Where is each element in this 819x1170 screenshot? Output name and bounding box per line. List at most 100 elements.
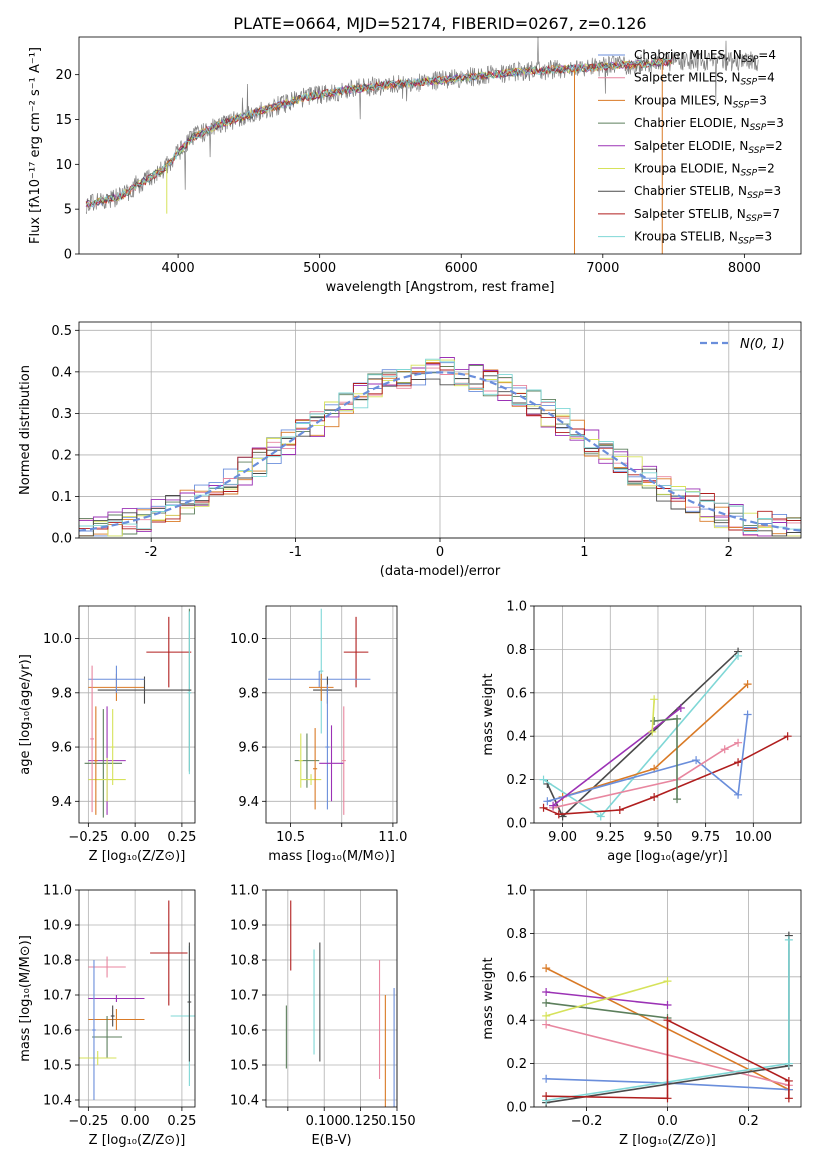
weight-point-marker bbox=[784, 935, 793, 944]
residuals-marks bbox=[79, 357, 801, 537]
mass-vs-Z-ytick-label: 10.4 bbox=[43, 1094, 72, 1109]
weight-point-marker bbox=[673, 714, 682, 723]
normal-reference-curve bbox=[79, 371, 801, 532]
weight-point-marker bbox=[539, 803, 548, 812]
figure-title: PLATE=0664, MJD=52174, FIBERID=0267, z=0… bbox=[233, 14, 646, 33]
weight-vs-Z-ytick-label: 0.2 bbox=[506, 1057, 527, 1072]
legend-label: Salpeter MILES, NSSP=4 bbox=[634, 71, 775, 88]
age-vs-Z-panel: −0.25 0.00 0.25 9.4 9.6 9.8 10.0 Z [log₁₀(Z/Z⊙)… bbox=[18, 605, 196, 864]
mass-vs-Z-xtick-label: 0.00 bbox=[121, 1114, 150, 1129]
weight-vs-age-panel: 9.00 9.25 9.50 9.75 10.00 0.0 0.2 0.4 0.6 0.8 1.0 a… bbox=[481, 600, 802, 864]
residuals-frame bbox=[78, 321, 802, 539]
weight-point-marker bbox=[596, 812, 605, 821]
spectrum-xlabel: wavelength [Angstrom, rest frame] bbox=[326, 280, 555, 295]
age-vs-Z-xtick-label: 0.00 bbox=[121, 830, 150, 845]
weight-point-marker bbox=[542, 1092, 551, 1101]
age-vs-mass-ytick-label: 9.4 bbox=[238, 795, 259, 810]
mass-vs-ebv-panel: 0.100 0.125 0.150 10.4 10.5 10.6 10.7 10.8 10.9 1… bbox=[230, 884, 416, 1149]
age-vs-mass-xtick-label: 10.5 bbox=[276, 830, 305, 845]
weight-series-line bbox=[546, 1002, 668, 1019]
weight-point-marker bbox=[692, 756, 701, 765]
weight-vs-Z-ytick-label: 0.4 bbox=[506, 1014, 527, 1029]
residuals-ytick-label: 0.3 bbox=[51, 407, 72, 422]
legend-label: Kroupa ELODIE, NSSP=2 bbox=[634, 162, 775, 179]
residuals-ytick-label: 0.5 bbox=[51, 324, 72, 339]
weight-series-line bbox=[552, 741, 739, 809]
residuals-ylabel: Normed distribution bbox=[18, 365, 33, 495]
weight-vs-age-ylabel: mass weight bbox=[481, 673, 496, 755]
mass-vs-ebv-ytick-label: 10.4 bbox=[230, 1094, 259, 1109]
age-vs-Z-ytick-label: 9.4 bbox=[51, 795, 72, 810]
weight-point-marker bbox=[543, 797, 552, 806]
legend-label: Chabrier STELIB, NSSP=3 bbox=[634, 184, 781, 201]
residuals-xtick-label: 1 bbox=[580, 545, 588, 560]
age-vs-mass-xlabel: mass [log₁₀(M/M⊙)] bbox=[268, 849, 395, 864]
weight-point-marker bbox=[720, 745, 729, 754]
weight-vs-age-marks bbox=[539, 647, 792, 821]
weight-vs-Z-xtick-label: 0.2 bbox=[738, 1114, 759, 1129]
weight-vs-Z-ylabel: mass weight bbox=[481, 957, 496, 1039]
residual-histogram bbox=[79, 375, 801, 537]
weight-point-marker bbox=[542, 1074, 551, 1083]
weight-vs-Z-marks bbox=[542, 931, 793, 1107]
mass-vs-Z-ytick-label: 10.8 bbox=[43, 954, 72, 969]
spectrum-ytick-label: 10 bbox=[55, 158, 72, 173]
weight-point-marker bbox=[734, 651, 743, 660]
weight-point-marker bbox=[539, 775, 548, 784]
weight-point-marker bbox=[650, 695, 659, 704]
weight-point-marker bbox=[549, 801, 558, 810]
age-vs-Z-xlabel: Z [log₁₀(Z/Z⊙)] bbox=[89, 849, 186, 864]
residuals-xtick-label: 0 bbox=[436, 545, 444, 560]
weight-vs-Z-frame bbox=[533, 889, 802, 1108]
age-vs-mass-ytick-label: 10.0 bbox=[230, 632, 259, 647]
residuals-xtick-label: -2 bbox=[145, 545, 158, 560]
spectrum-ytick-label: 0 bbox=[64, 248, 72, 263]
weight-point-marker bbox=[734, 790, 743, 799]
weight-point-marker bbox=[784, 1059, 793, 1068]
observed-spectrum bbox=[85, 37, 759, 214]
age-vs-mass-ytick-label: 9.8 bbox=[238, 686, 259, 701]
weight-vs-age-ytick-label: 0.2 bbox=[506, 773, 527, 788]
mass-vs-Z-ytick-label: 10.6 bbox=[43, 1024, 72, 1039]
weight-vs-Z-xtick-label: −0.2 bbox=[571, 1114, 603, 1129]
residuals-ytick-label: 0.2 bbox=[51, 448, 72, 463]
weight-vs-age-xlabel: age [log₁₀(age/yr)] bbox=[607, 849, 728, 864]
spectrum-ylabel: Flux [fλ10⁻¹⁷ erg cm⁻² s⁻¹ A⁻¹] bbox=[28, 47, 43, 244]
residual-histogram bbox=[79, 358, 801, 532]
weight-vs-age-frame bbox=[533, 605, 802, 824]
residual-histogram bbox=[79, 363, 801, 531]
residuals-ytick-label: 0.4 bbox=[51, 365, 72, 380]
model-spectrum-line bbox=[85, 59, 673, 208]
age-vs-Z-frame bbox=[78, 605, 196, 824]
weight-point-marker bbox=[542, 1011, 551, 1020]
spectrum-ytick-label: 5 bbox=[64, 203, 72, 218]
age-vs-Z-ytick-label: 10.0 bbox=[43, 632, 72, 647]
mass-vs-ebv-ytick-label: 10.8 bbox=[230, 954, 259, 969]
mass-vs-Z-ytick-label: 10.7 bbox=[43, 989, 72, 1004]
weight-point-marker bbox=[743, 710, 752, 719]
legend-label: Chabrier MILES, NSSP=4 bbox=[634, 48, 776, 65]
weight-vs-Z-ytick-label: 0.8 bbox=[506, 927, 527, 942]
weight-series-line bbox=[651, 699, 655, 732]
spectrum-ytick-label: 15 bbox=[55, 113, 72, 128]
weight-vs-Z-panel: −0.2 0.0 0.2 0.0 0.2 0.4 0.6 0.8 1.0 Z [log₁₀(Z/Z… bbox=[481, 884, 802, 1148]
mass-vs-Z-ytick-label: 10.9 bbox=[43, 919, 72, 934]
spectrum-xtick-label: 8000 bbox=[728, 261, 761, 276]
weight-point-marker bbox=[743, 680, 752, 689]
spectrum-xtick-label: 7000 bbox=[586, 261, 619, 276]
weight-point-marker bbox=[663, 1016, 672, 1025]
mass-vs-Z-xtick-label: −0.25 bbox=[68, 1114, 108, 1129]
weight-point-marker bbox=[542, 1020, 551, 1029]
spectrum-xtick-label: 5000 bbox=[303, 261, 336, 276]
weight-point-marker bbox=[663, 1094, 672, 1103]
mass-vs-ebv-frame bbox=[265, 889, 398, 1108]
weight-vs-age-xtick-label: 10.00 bbox=[735, 830, 772, 845]
mass-vs-ebv-xtick-label: 0.100 bbox=[306, 1114, 343, 1129]
legend-label: Kroupa STELIB, NSSP=3 bbox=[634, 230, 772, 247]
legend-label: Chabrier ELODIE, NSSP=3 bbox=[634, 116, 784, 133]
mass-vs-ebv-ytick-label: 10.7 bbox=[230, 989, 259, 1004]
model-spectrum-line bbox=[85, 58, 673, 208]
age-vs-Z-xtick-label: 0.25 bbox=[167, 830, 196, 845]
weight-series-line bbox=[552, 707, 682, 807]
mass-vs-Z-marks bbox=[79, 900, 195, 1100]
